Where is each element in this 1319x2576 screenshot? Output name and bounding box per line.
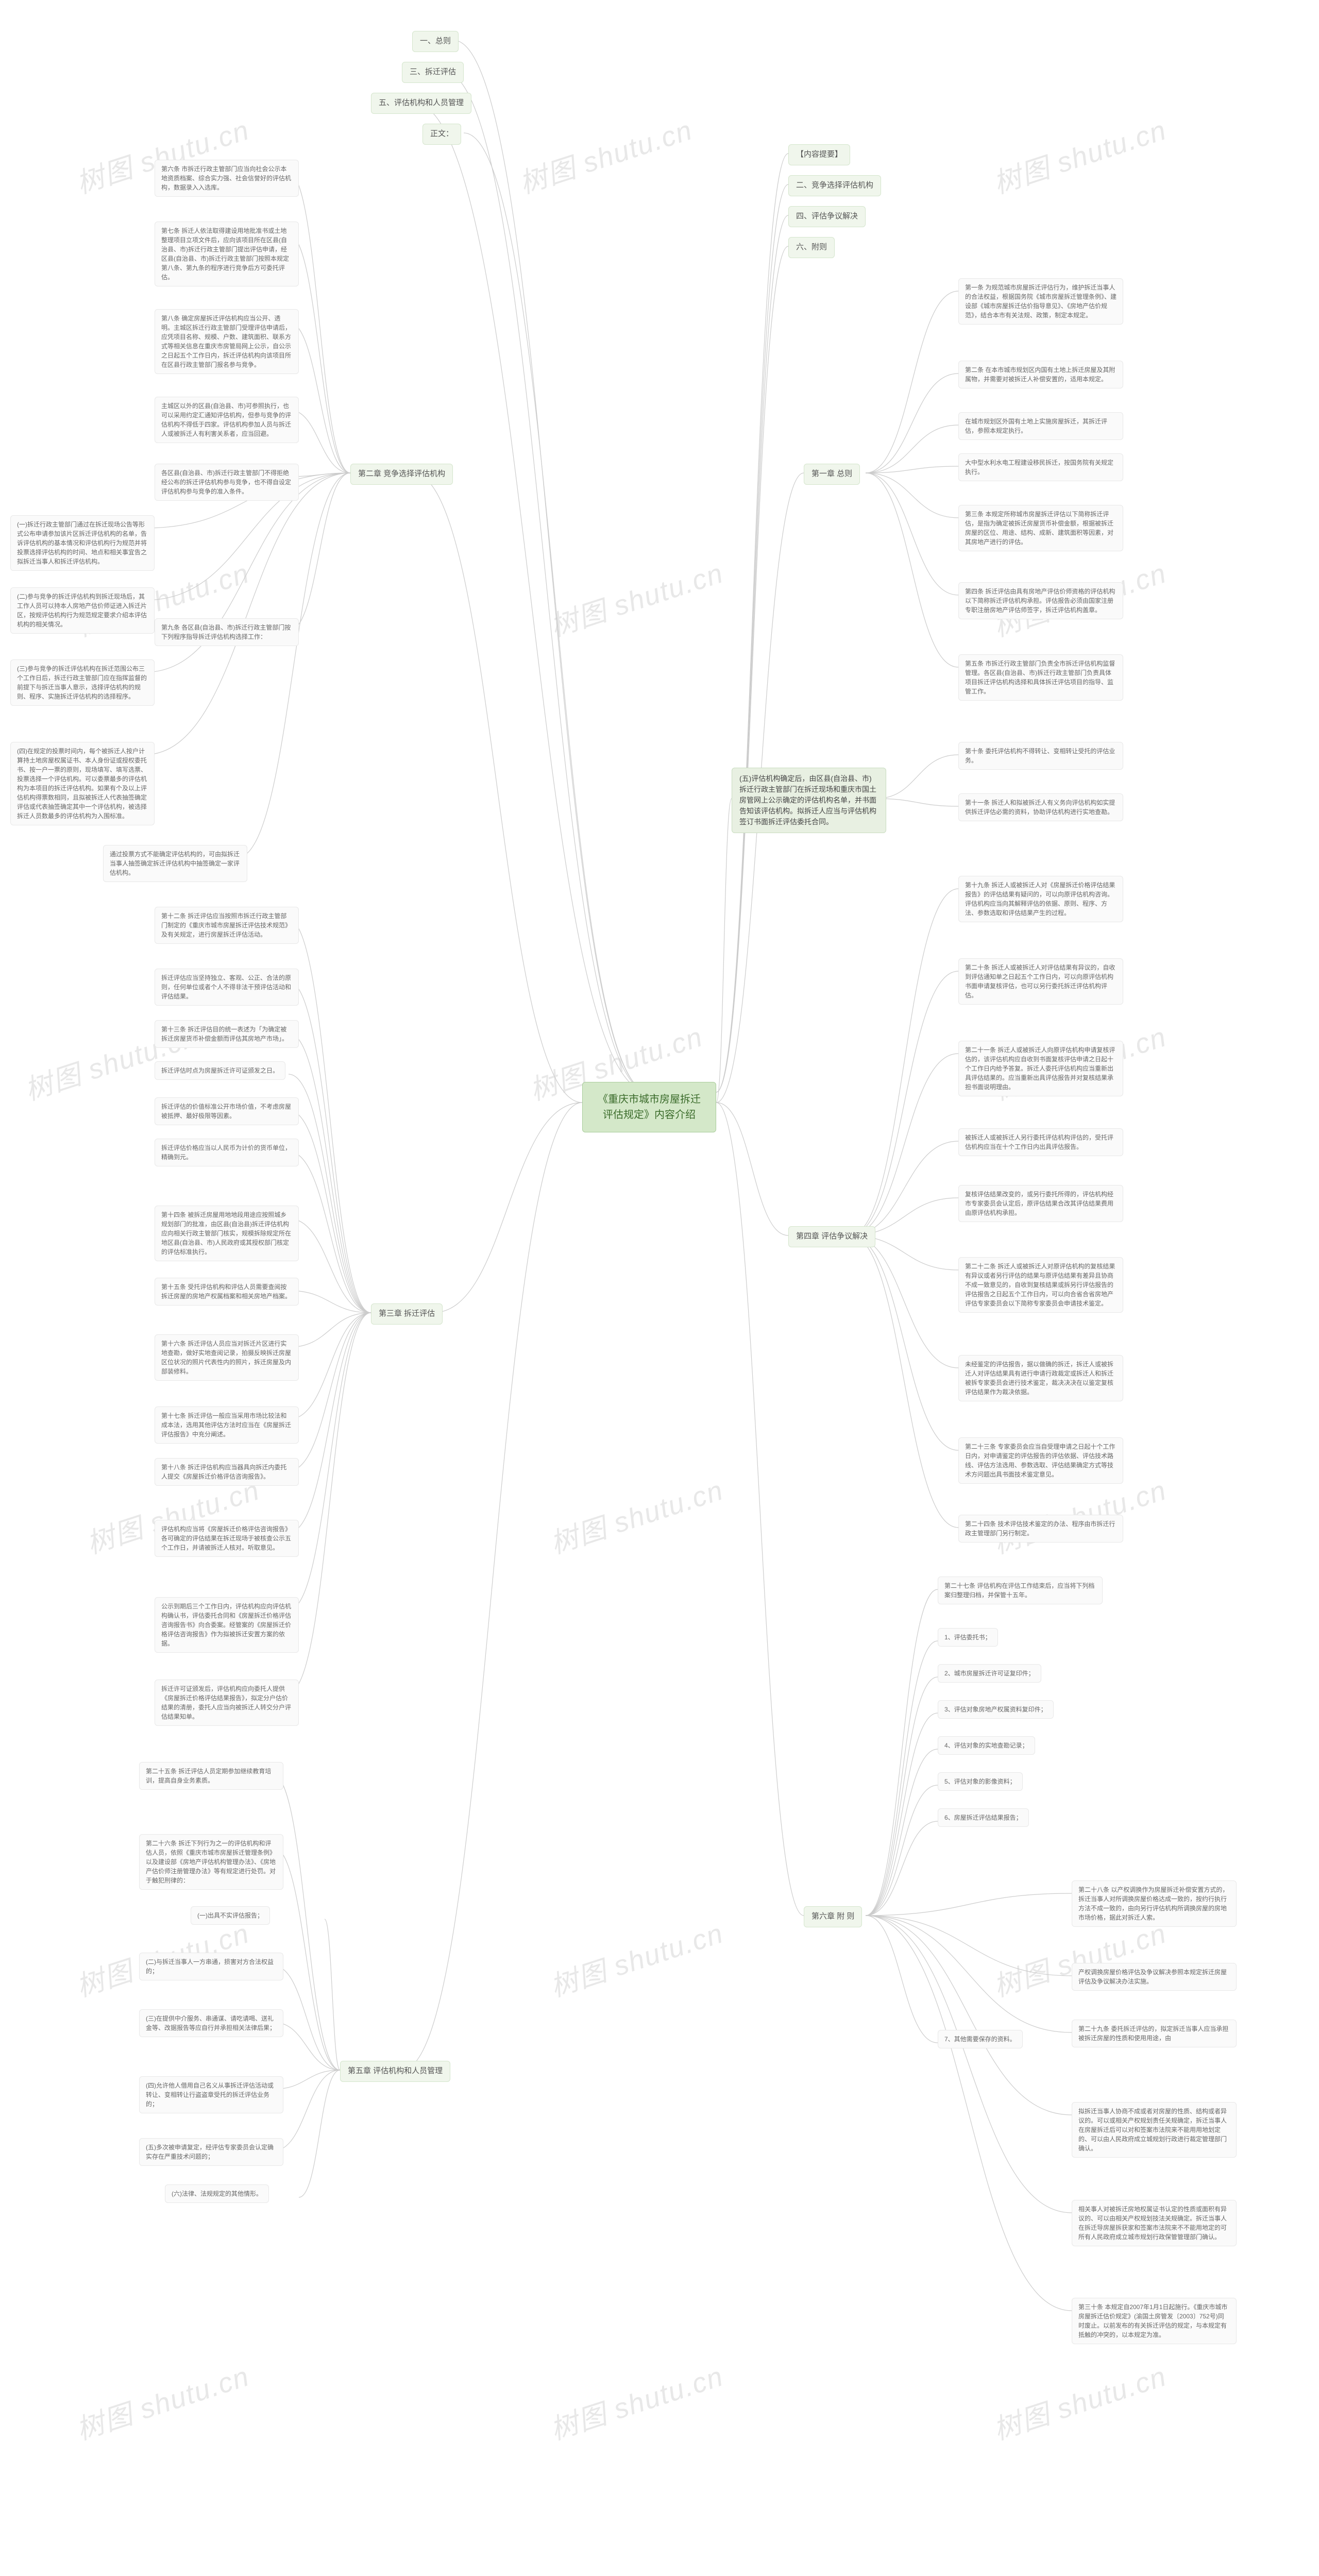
- right-branch-3-child-2: 2、城市房屋拆迁许可证复印件；: [938, 1664, 1041, 1683]
- right-tag-3: 六、附则: [788, 237, 835, 258]
- right-branch-3-child-7: 7、其他需要保存的资料。: [938, 2030, 1023, 2048]
- right-branch-1-child-0: 第十条 委托评估机构不得转让、变相转让受托的评估业务。: [958, 742, 1123, 770]
- right-branch-3-sub-5: 第三十条 本规定自2007年1月1日起施行。《重庆市城市房屋拆迁估价规定》(渝国…: [1072, 2298, 1237, 2344]
- right-branch-3-sub-1: 产权调换房屋价格评估及争议解决参照本规定拆迁房屋评估及争议解决办法实施。: [1072, 1963, 1237, 1991]
- right-branch-3-sub-0: 第二十八条 以产权调换作为房屋拆迁补偿安置方式的，拆迁当事人对所调换房屋价格达成…: [1072, 1880, 1237, 1927]
- left-branch-0: 第二章 竞争选择评估机构: [350, 464, 453, 485]
- left-tag-2: 五、评估机构和人员管理: [371, 93, 471, 114]
- left-branch-0-sub-0: (一)拆迁行政主管部门通过在拆迁现场公告等形式公布申请参加该片区拆迁评估机构的名…: [10, 515, 155, 571]
- right-branch-3-child-6: 6、房屋拆迁评估结果报告；: [938, 1808, 1029, 1827]
- left-branch-2-child-2: (一)出具不实评估报告；: [191, 1906, 270, 1925]
- left-branch-1-child-9: 第十七条 拆迁评估一般应当采用市场比较法和成本法，选用其他评估方法时应当在《房屋…: [155, 1406, 299, 1444]
- left-tag-1: 三、拆迁评估: [402, 62, 464, 83]
- right-branch-2-child-4: 复核评估结果改变的，或另行委托所得的，评估机构经市专家委员会认定后，原评估结果合…: [958, 1185, 1123, 1222]
- right-branch-3-child-4: 4、评估对象的实地查勘记录；: [938, 1736, 1035, 1755]
- right-branch-0-child-0: 第一条 为规范城市房屋拆迁评估行为，维护拆迁当事人的合法权益，根据国务院《城市房…: [958, 278, 1123, 325]
- right-branch-3-sub-3: 拟拆迁当事人协商不成或者对房屋的性质、结构或者异议的。可以或相关产权规划责任关规…: [1072, 2102, 1237, 2158]
- right-branch-3-child-1: 1、评估委托书；: [938, 1628, 998, 1647]
- left-branch-1-child-8: 第十六条 拆迁评估人员应当对拆迁片区进行实地查勘，做好实地查阅记录，拍摄反映拆迁…: [155, 1334, 299, 1381]
- left-branch-2-child-3: (二)与拆迁当事人一方串通，损害对方合法权益的；: [139, 1953, 283, 1980]
- left-branch-1-child-4: 拆迁评估的价值标准公开市场价值，不考虑房屋被抵押、最好极限等因素。: [155, 1097, 299, 1125]
- left-branch-0-child-0: 第六条 市拆迁行政主管部门应当向社会公示本地资质档案、综合实力强、社会信誉好的评…: [155, 160, 299, 197]
- watermark: 树图 shutu.cn: [544, 1910, 728, 2005]
- right-branch-2-child-8: 第二十四条 技术评估技术鉴定的办法、程序由市拆迁行政主管理部门另行制定。: [958, 1515, 1123, 1543]
- left-branch-2: 第五章 评估机构和人员管理: [340, 2061, 450, 2082]
- right-branch-0-child-3: 大中型水利水电工程建设移民拆迁，按国务院有关规定执行。: [958, 453, 1123, 481]
- left-branch-0-sub-3: (四)在规定的投票时间内，每个被拆迁人按户计算持土地房屋权属证书、本人身份证或授…: [10, 742, 155, 825]
- right-branch-1-child-1: 第十一条 拆迁人和拟被拆迁人有义务向评估机构如实提供拆迁评估必需的资料，协助评估…: [958, 793, 1123, 821]
- right-branch-3: 第六章 附 则: [804, 1906, 862, 1927]
- left-branch-2-child-5: (四)允许他人借用自己名义从事拆迁评估活动或转让、变相转让行盗盗章受托的拆迁评估…: [139, 2076, 283, 2113]
- left-branch-1: 第三章 拆迁评估: [371, 1303, 443, 1325]
- watermark: 树图 shutu.cn: [987, 107, 1171, 201]
- watermark: 树图 shutu.cn: [544, 550, 728, 645]
- right-branch-3-sub-4: 相关事人对被拆迁房地权属证书认定的性质或面积有异议的、可以由相关产权规划技法关规…: [1072, 2200, 1237, 2246]
- left-branch-1-child-1: 拆迁评估应当坚持独立、客观、公正、合法的原则，任何单位或者个人不得非法干预评估活…: [155, 969, 299, 1006]
- right-branch-2-child-5: 第二十二条 拆迁人或被拆迁人对原评估机构的复核结果有异议或者另行评估的结果与原评…: [958, 1257, 1123, 1313]
- left-branch-0-child-4: 各区县(自治县、市)拆迁行政主管部门不得拒绝经公布的拆迁评估机构参与竞争，也不得…: [155, 464, 299, 501]
- left-branch-1-child-0: 第十二条 拆迁评估应当按照市拆迁行政主管部门制定的《重庆市城市房屋拆迁评估技术规…: [155, 907, 299, 944]
- left-branch-0-child-2: 第八条 确定房屋拆迁评估机构应当公开、透明。主城区拆迁行政主管部门受理评估申请后…: [155, 309, 299, 374]
- right-branch-2-child-0: 第十九条 拆迁人或被拆迁人对《房屋拆迁价格评估结果报告》的评估结果有疑问的，可以…: [958, 876, 1123, 922]
- right-tag-0: 【内容提要】: [788, 144, 850, 165]
- watermark: 树图 shutu.cn: [544, 1467, 728, 1562]
- left-branch-1-child-6: 第十四条 被拆迁房屋用地地段用途应按照城乡规划部门的批准，由区县(自治县)拆迁评…: [155, 1206, 299, 1261]
- right-branch-2: 第四章 评估争议解决: [788, 1226, 875, 1247]
- right-branch-2-child-3: 被拆迁人或被拆迁人另行委托评估机构评估的，受托评估机构应当在十个工作日内出具评估…: [958, 1128, 1123, 1156]
- left-tag-3: 正文：: [422, 124, 461, 145]
- left-branch-0-sub-4: 通过投票方式不能确定评估机构的，可由拟拆迁当事人抽签确定拆迁评估机构中抽签确定一…: [103, 845, 247, 882]
- right-branch-2-child-1: 第二十条 拆迁人或被拆迁人对评估结果有异议的，自收到评估通知单之日起五个工作日内…: [958, 958, 1123, 1005]
- right-branch-0-child-4: 第三条 本规定所称城市房屋拆迁评估以下简称拆迁评估，是指为确定被拆迁房屋货币补偿…: [958, 505, 1123, 551]
- left-branch-0-child-5: 第九条 各区县(自治县、市)拆迁行政主管部门按下列程序指导拆迁评估机构选择工作：: [155, 618, 299, 646]
- right-branch-0-child-2: 在城市规划区外国有土地上实施房屋拆迁，其拆迁评估，参照本规定执行。: [958, 412, 1123, 440]
- left-branch-1-child-2: 第十三条 拆迁评估目的统一表述为「为确定被拆迁房屋货币补偿金额而评估其房地产市场…: [155, 1020, 299, 1048]
- left-branch-1-child-3: 拆迁评估时点为房屋拆迁许可证颁发之日。: [155, 1061, 285, 1080]
- left-branch-2-child-4: (三)在提供中介服务、串通谋、请吃请喝、送礼金等、改据报告等应自行并承担相关法律…: [139, 2009, 283, 2037]
- left-branch-0-sub-1: (二)参与竞争的拆迁评估机构到拆迁现场后，其工作人员可以持本人房地产估价师证进入…: [10, 587, 155, 634]
- right-branch-2-child-6: 未经鉴定的评估报告，据以做确的拆迁，拆迁人或被拆迁人对评估结果具有进行申请行政裁…: [958, 1355, 1123, 1401]
- right-tag-1: 二、竞争选择评估机构: [788, 175, 881, 196]
- watermark: 树图 shutu.cn: [544, 2353, 728, 2448]
- left-branch-2-child-0: 第二十五条 拆迁评估人员定期参加继续教育培训，提高自身业务素质。: [139, 1762, 283, 1790]
- right-branch-1: (五)评估机构确定后，由区县(自治县、市)拆迁行政主管部门在拆迁现场和重庆市国土…: [732, 768, 886, 833]
- right-branch-3-child-3: 3、评估对象房地产权属资料复印件；: [938, 1700, 1054, 1719]
- right-tag-2: 四、评估争议解决: [788, 206, 866, 227]
- right-branch-3-child-0: 第二十七条 评估机构在评估工作结束后，应当将下列档案归整理归档，并保管十五年。: [938, 1577, 1103, 1604]
- center-node: 《重庆市城市房屋拆迁评估规定》内容介绍: [582, 1082, 716, 1132]
- right-branch-2-child-7: 第二十三条 专家委员会应当自受理申请之日起十个工作日内，对申请鉴定的评估报告的评…: [958, 1437, 1123, 1484]
- watermark: 树图 shutu.cn: [513, 107, 697, 201]
- left-branch-1-child-10: 第十八条 拆迁评估机构应当器具向拆迁内委托人提交《房屋拆迁价格评估咨询报告》。: [155, 1458, 299, 1486]
- left-branch-0-child-3: 主城区以外的区县(自治县、市)可参照执行，也可以采用约定汇通知评估机构，但参与竞…: [155, 397, 299, 443]
- left-tag-0: 一、总则: [412, 31, 459, 52]
- left-branch-1-child-12: 公示到期后三个工作日内，评估机构应向评估机构确认书，评估委托合同和《房屋拆迁价格…: [155, 1597, 299, 1653]
- left-branch-1-child-13: 拆迁许可证颁发后，评估机构应向委托人提供《房屋拆迁价格评估结果报告》，拟定分户估…: [155, 1680, 299, 1726]
- right-branch-3-child-5: 5、评估对象的影像资料；: [938, 1772, 1023, 1791]
- left-branch-1-child-7: 第十五条 受托评估机构和评估人员需要查阅按拆迁房屋的房地产权属档案和相关房地产档…: [155, 1278, 299, 1306]
- watermark: 树图 shutu.cn: [70, 2353, 253, 2448]
- left-branch-2-child-6: (五)多次被申请复定，经评估专家委员会认定确实存在严重技术问题的；: [139, 2138, 283, 2166]
- left-branch-2-child-1: 第二十六条 拆迁下列行为之一的评估机构和评估人员，依照《重庆市城市房屋拆迁管理条…: [139, 1834, 283, 1890]
- right-branch-0: 第一章 总则: [804, 464, 860, 485]
- right-branch-0-child-1: 第二条 在本市城市规划区内国有土地上拆迁房屋及其附属物，并需要对被拆迁人补偿安置…: [958, 361, 1123, 388]
- watermark: 树图 shutu.cn: [987, 2353, 1171, 2448]
- right-branch-0-child-5: 第四条 拆迁评估由具有房地产评估价师资格的评估机构以下简称拆迁评估机构承担。评估…: [958, 582, 1123, 619]
- right-branch-0-child-6: 第五条 市拆迁行政主管部门负责全市拆迁评估机构监督管理。各区县(自治县、市)拆迁…: [958, 654, 1123, 701]
- right-branch-2-child-2: 第二十一条 拆迁人或被拆迁人向原评估机构申请复核评估的，该评估机构应自收到书面复…: [958, 1041, 1123, 1096]
- left-branch-2-child-7: (六)法律、法规规定的其他情形。: [165, 2184, 269, 2203]
- right-branch-3-sub-2: 第二十九条 委托拆迁评估的，拟定拆迁当事人应当承担被拆迁房屋的性质和使用用途，由: [1072, 2020, 1237, 2047]
- left-branch-1-child-11: 评估机构应当将《房屋拆迁价格评估咨询报告》各可确定的评估结果在拆迁现场于被核查公…: [155, 1520, 299, 1557]
- left-branch-0-child-1: 第七条 拆迁人依法取得建设用地批准书或土地整理项目立项文件后，应向该项目所在区县…: [155, 222, 299, 286]
- left-branch-1-child-5: 拆迁评估价格应当以人民币为计价的货币单位，精确到元。: [155, 1139, 299, 1166]
- left-branch-0-sub-2: (三)参与竞争的拆迁评估机构在拆迁范围公布三个工作日后，拆迁行政主管部门应在指挥…: [10, 659, 155, 706]
